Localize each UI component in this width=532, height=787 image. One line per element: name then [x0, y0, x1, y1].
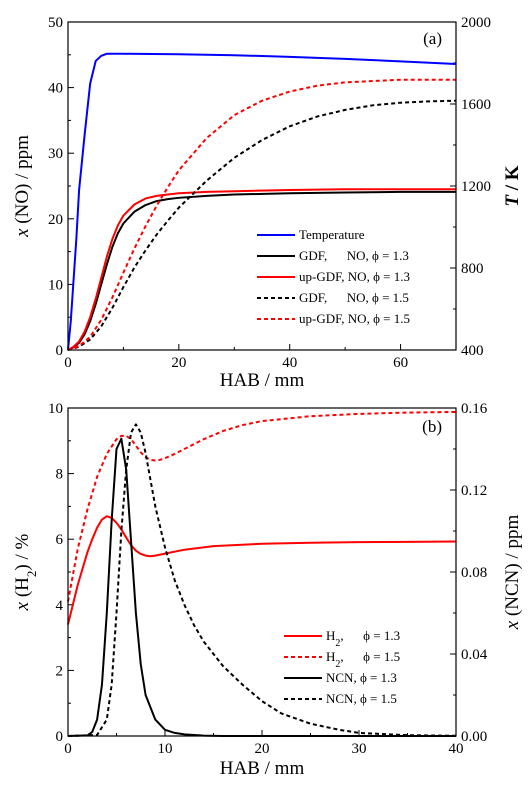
legend-label-1: H2, ϕ = 1.3: [326, 628, 400, 649]
x-tick-label: 60: [393, 355, 408, 371]
panel-a-plot-frame: [67, 21, 457, 351]
y2-tick-label: 0.00: [461, 729, 487, 745]
panel-a-y-axis-title: x (NO) / ppm: [12, 135, 33, 238]
series-line-4: [67, 99, 457, 351]
panel-a: 0 20 40 60 0 10 20 30 40 50 400 800 1200 1600 2000 (a)…: [12, 15, 523, 391]
y-tick-label: 50: [48, 15, 63, 31]
x-tick-label: 40: [282, 355, 297, 371]
series-line-3: [67, 437, 456, 737]
y-tick-label: 40: [48, 81, 63, 97]
panel-b-x-axis-title: HAB / mm: [220, 758, 305, 779]
legend-label-4: GDF, NO, ϕ = 1.5: [299, 290, 409, 305]
y2-tick-label: 0.08: [461, 565, 487, 581]
panel-b-y2-axis-title: x (NCN) / ppm: [502, 515, 523, 631]
panel-b-ticks: [67, 407, 457, 737]
y2-tick-label: 1600: [461, 97, 491, 113]
y-tick-label: 0: [56, 343, 64, 359]
series-line-2: [67, 190, 456, 351]
panel-b: 0 10 20 30 40 0 2 4 6 8 10 0.00 0.04 0.08 0.12 0.16 (b)…: [12, 401, 523, 779]
panel-b-plot-frame: [67, 407, 457, 737]
panel-a-series: [67, 52, 457, 351]
series-line-1: [67, 515, 457, 625]
y2-tick-label: 400: [461, 343, 484, 359]
panel-a-tick-labels: 0 20 40 60 0 10 20 30 40 50 400 800 1200 1600 2000: [48, 15, 491, 371]
y-tick-label: 6: [56, 532, 64, 548]
y2-tick-label: 0.04: [461, 647, 488, 663]
series-line-5: [67, 78, 456, 351]
legend-label-3: up-GDF, NO, ϕ = 1.3: [299, 269, 410, 284]
panel-a-x-axis-title: HAB / mm: [220, 370, 305, 391]
x-tick-label: 0: [64, 355, 72, 371]
y2-tick-label: 0.12: [461, 483, 487, 499]
panel-b-tick-labels: 0 10 20 30 40 0 2 4 6 8 10 0.00 0.04 0.08 0.12 0.16: [48, 401, 488, 757]
y2-tick-label: 2000: [461, 15, 491, 31]
y-tick-label: 2: [56, 663, 64, 679]
series-line-4: [67, 423, 457, 737]
x-tick-label: 20: [171, 355, 186, 371]
series-line-2: [67, 410, 457, 602]
legend-label-2: GDF, NO, ϕ = 1.3: [299, 248, 409, 263]
x-tick-label: 10: [158, 741, 173, 757]
legend-label-4: NCN, ϕ = 1.5: [326, 691, 397, 706]
y2-tick-label: 0.16: [461, 401, 488, 417]
panel-a-legend: Temperature GDF, NO, ϕ = 1.3 up-GDF, NO, ϕ…: [257, 227, 410, 326]
x-tick-label: 40: [449, 741, 464, 757]
panel-b-label: (b): [422, 417, 442, 436]
x-tick-label: 30: [352, 741, 367, 757]
y-tick-label: 10: [48, 401, 63, 417]
y-tick-label: 20: [48, 212, 63, 228]
panel-b-y-axis-title: x (H2) / %: [12, 533, 39, 611]
y2-tick-label: 1200: [461, 179, 491, 195]
legend-label-2: H2, ϕ = 1.5: [326, 649, 400, 670]
y2-tick-label: 800: [461, 261, 484, 277]
y-tick-label: 0: [56, 729, 64, 745]
x-tick-label: 20: [255, 741, 270, 757]
legend-label-3: NCN, ϕ = 1.3: [326, 670, 397, 685]
series-line-1: [67, 52, 457, 351]
panel-a-label: (a): [423, 29, 442, 48]
legend-label-1: Temperature: [299, 227, 365, 242]
series-line-3: [67, 188, 456, 351]
y-tick-label: 8: [56, 467, 64, 483]
y-tick-label: 4: [56, 598, 64, 614]
panel-b-series: [67, 410, 457, 737]
legend-label-5: up-GDF, NO, ϕ = 1.5: [299, 311, 410, 326]
y-tick-label: 30: [48, 146, 63, 162]
panel-a-y2-axis-title: T / K: [502, 165, 523, 206]
x-tick-label: 0: [64, 741, 72, 757]
y-tick-label: 10: [48, 277, 63, 293]
